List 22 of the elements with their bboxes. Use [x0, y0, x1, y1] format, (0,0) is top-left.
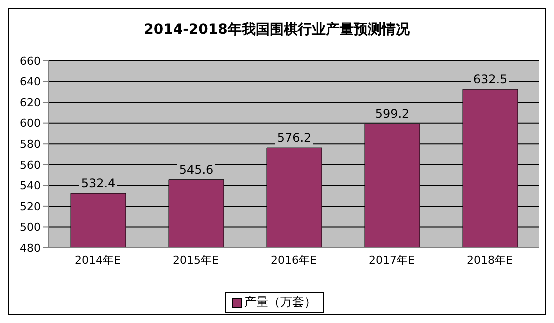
- y-tick-label: 540: [20, 180, 41, 193]
- y-tick-label: 480: [20, 242, 41, 255]
- x-tick-label: 2017年E: [369, 254, 416, 267]
- legend-label: 产量（万套）: [244, 294, 316, 311]
- data-label: 545.6: [179, 162, 214, 177]
- y-tick-label: 620: [20, 96, 41, 110]
- y-tick-label: 520: [20, 200, 41, 214]
- data-label: 576.2: [277, 131, 312, 146]
- x-tick-label: 2018年E: [467, 254, 514, 267]
- y-tick-label: 580: [20, 138, 41, 152]
- y-tick-label: 600: [20, 117, 41, 130]
- x-tick-label: 2015年E: [173, 254, 220, 267]
- x-tick-label: 2016年E: [271, 254, 318, 267]
- y-tick-label: 660: [20, 54, 41, 68]
- data-label: 599.2: [375, 107, 410, 122]
- y-tick-label: 640: [20, 76, 41, 89]
- y-tick-label: 500: [20, 221, 41, 234]
- data-label: 532.4: [81, 176, 116, 191]
- data-label: 632.5: [473, 72, 508, 87]
- chart-title: 2014-2018年我国围棋行业产量预测情况: [143, 21, 411, 40]
- x-tick-label: 2014年E: [75, 254, 122, 267]
- y-tick-label: 560: [20, 158, 41, 172]
